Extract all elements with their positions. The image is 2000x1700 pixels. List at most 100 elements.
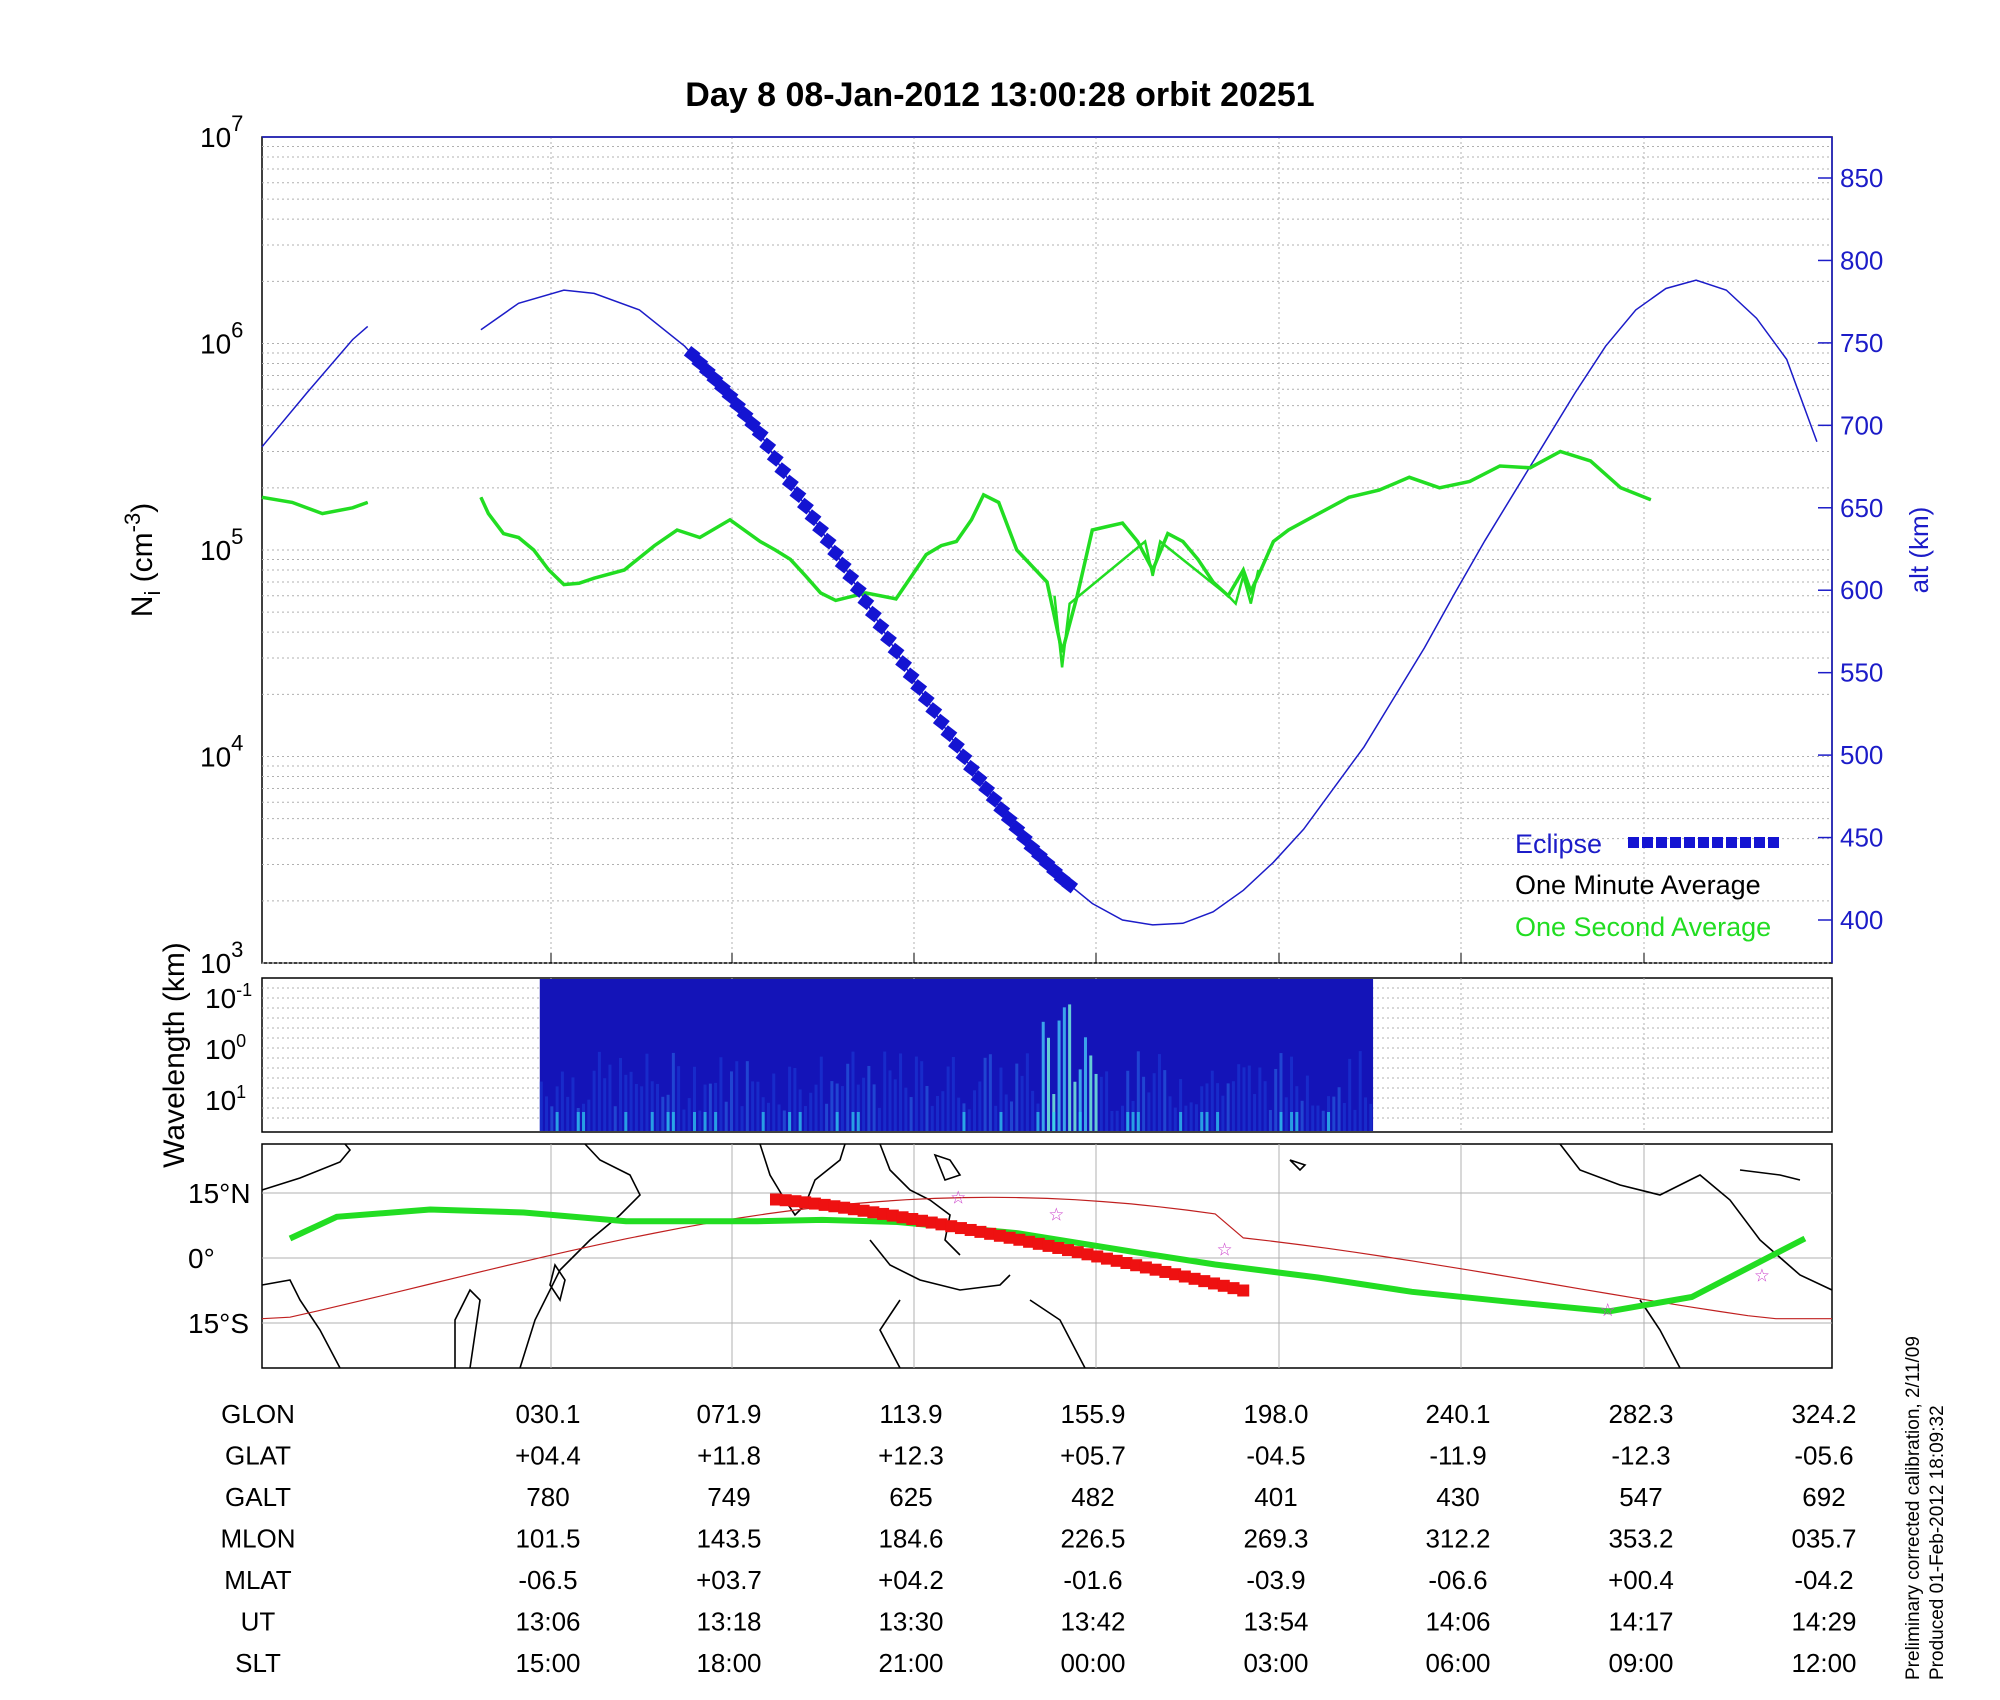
eclipse-track-marker [1100,1252,1113,1265]
spectrogram-column [803,1106,807,1131]
legend-eclipse-square [1726,837,1737,848]
spectrogram-column [798,1089,802,1131]
table-cell: 13:06 [515,1607,580,1637]
y2-tick-label: 850 [1840,163,1883,193]
spectrogram-column [983,1057,987,1131]
spectrogram-column [1157,1054,1161,1131]
spectrogram-column [1242,1067,1246,1131]
eclipse-track-marker [1130,1259,1143,1272]
table-cell: -06.5 [518,1565,577,1595]
spectrogram-column [1147,1092,1151,1131]
y2-tick-label: 500 [1840,740,1883,770]
spectrogram-low-band [1126,1112,1130,1131]
spectrogram-low-band [1216,1112,1220,1131]
spectrogram-column [1258,1067,1262,1131]
y2-tick-label: 800 [1840,245,1883,275]
spectrogram-column [1353,1109,1357,1131]
spectrogram-column [1194,1104,1198,1131]
spectrogram-column [766,1102,770,1131]
spectrogram-column [930,1105,934,1131]
coast-caribbean [1739,1169,1801,1181]
spectrogram-column [1020,1075,1024,1131]
eclipse-track-marker [1237,1284,1250,1297]
spectrogram-column [1179,1079,1183,1131]
eclipse-track-marker [1032,1237,1045,1250]
spectrogram-column [1031,1090,1035,1131]
table-cell: 430 [1436,1482,1479,1512]
eclipse-marker [834,556,852,574]
spectrogram-column [1348,1058,1352,1131]
spectrogram-column [1221,1095,1225,1131]
table-cell: 143.5 [696,1524,761,1554]
eclipse-marker [925,702,943,720]
map-y-ticks: 15°N 0° 15°S [188,1178,251,1339]
spectrogram-column [645,1053,649,1131]
coast-se-asia [879,1143,961,1256]
eclipse-marker [842,568,860,586]
table-cell: 15:00 [515,1648,580,1678]
eclipse-marker [872,618,890,635]
eclipse-marker [985,790,1003,808]
spectrogram-y-ticks: 10-1 100 101 [205,980,252,1116]
spectrogram-column [1253,1093,1257,1131]
spectrogram-column [703,1084,707,1131]
table-cell: +04.2 [878,1565,944,1595]
spectrogram-column [608,1064,612,1131]
density-panel: 103 104 105 106 107 400 450 500 550 600 650 700 750… [120,111,1934,979]
legend-eclipse-square [1684,837,1695,848]
density-gridlines [262,136,1833,964]
table-cell: 18:00 [696,1648,761,1678]
ephemeris-table: GLON 030.1 071.9 113.9 155.9 198.0 240.1 282.3 3… [220,1399,1856,1678]
spectrogram-column [957,1097,961,1131]
eclipse-track-marker [984,1227,997,1240]
spectrogram-column [729,1071,733,1131]
eclipse-marker [880,630,897,648]
spectrogram-y-tick-label: 100 [205,1031,246,1065]
spectrogram-column [661,1096,665,1131]
legend-eclipse-square [1712,837,1723,848]
table-cell: 035.7 [1791,1524,1856,1554]
y-axis-label: Ni (cm-3) [120,503,165,617]
eclipse-track-marker [935,1218,948,1231]
table-cell: 198.0 [1243,1399,1308,1429]
legend-one-minute-label: One Minute Average [1515,870,1761,900]
table-row-label: GALT [225,1482,291,1512]
table-cell: 030.1 [515,1399,580,1429]
table-cell: +05.7 [1060,1441,1126,1471]
spectrogram-low-band [692,1112,696,1131]
spectrogram-column [835,1083,839,1131]
magnetic-equator [261,1196,1832,1320]
eclipse-track-marker [896,1211,909,1224]
spectrogram-column [629,1071,633,1131]
y2-tick-label: 400 [1840,905,1883,935]
spectrogram-column [830,1081,834,1131]
table-cell: 14:17 [1608,1607,1673,1637]
table-cell: 282.3 [1608,1399,1673,1429]
spectrogram-column [1300,1100,1304,1131]
spectrogram-column [851,1051,855,1131]
eclipse-track-marker [857,1204,870,1217]
spectrogram-column [1332,1096,1336,1131]
spectrogram-column [545,1096,549,1131]
eclipse-track-marker [1217,1279,1230,1292]
eclipse-marker [948,736,965,754]
eclipse-marker [864,605,882,623]
eclipse-series [683,346,1079,894]
spectrogram-column [920,1061,924,1131]
spectrogram-column [994,1105,998,1131]
eclipse-track-marker [1003,1231,1016,1244]
eclipse-track-marker [1159,1265,1172,1278]
spectrogram-low-band [1205,1112,1209,1131]
eclipse-track-marker [1091,1250,1104,1263]
y2-axis-label: alt (km) [1904,507,1934,594]
table-cell: 353.2 [1608,1524,1673,1554]
map-y-tick-label: 15°S [188,1308,249,1339]
spectrogram-low-band [671,1112,675,1131]
spectrogram-column [819,1056,823,1131]
eclipse-track-marker [1042,1239,1055,1252]
spectrogram-column [1057,1020,1061,1131]
spectrogram-column [1004,1094,1008,1131]
spectrogram-column [756,1081,760,1131]
table-cell: 09:00 [1608,1648,1673,1678]
spectrogram-column [888,1070,892,1131]
